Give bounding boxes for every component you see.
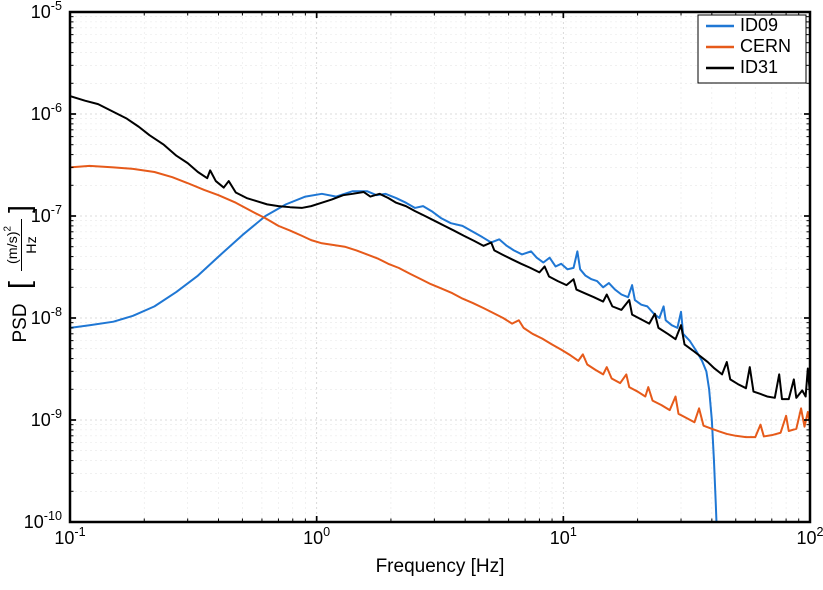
legend-item-label: ID09 (740, 15, 778, 35)
legend-item-label: ID31 (740, 57, 778, 77)
svg-text:(m/s)2: (m/s)2 (3, 226, 21, 264)
svg-text:[: [ (4, 281, 36, 289)
psd-chart: 10-110010110210-1010-910-810-710-610-5Fr… (0, 0, 823, 590)
x-axis-label: Frequency [Hz] (376, 556, 505, 577)
svg-text:PSD: PSD (10, 303, 31, 342)
svg-text:]: ] (4, 205, 36, 213)
legend-item-label: CERN (740, 36, 791, 56)
legend: ID09CERNID31 (698, 15, 806, 83)
svg-text:Hz: Hz (24, 236, 40, 253)
